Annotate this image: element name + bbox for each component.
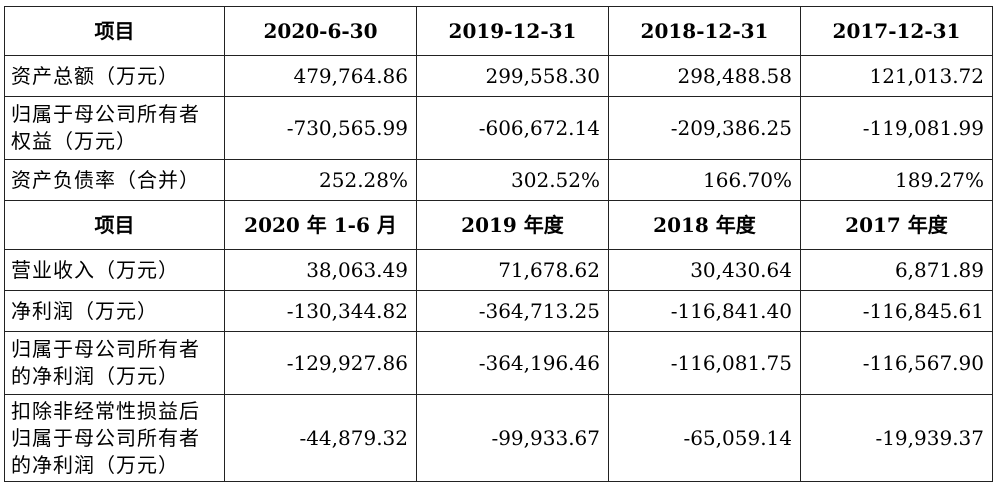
- value-cell: 299,558.30: [416, 55, 609, 97]
- header-cell: 2017-12-31: [800, 6, 993, 56]
- value-cell: 30,430.64: [608, 249, 801, 291]
- row-label: 归属于母公司所有者的净利润（万元）: [4, 331, 225, 395]
- value-cell: -119,081.99: [800, 96, 993, 160]
- value-cell: -44,879.32: [224, 394, 417, 482]
- header-cell: 2020 年 1-6 月: [224, 200, 417, 250]
- table-row: 资产负债率（合并） 252.28% 302.52% 166.70% 189.27…: [4, 159, 993, 201]
- table-row: 营业收入（万元） 38,063.49 71,678.62 30,430.64 6…: [4, 249, 993, 291]
- row-label: 扣除非经常性损益后归属于母公司所有者的净利润（万元）: [4, 394, 225, 482]
- header-cell: 2017 年度: [800, 200, 993, 250]
- table-header-row: 项目 2020-6-30 2019-12-31 2018-12-31 2017-…: [4, 6, 993, 56]
- value-cell: -209,386.25: [608, 96, 801, 160]
- row-label: 资产总额（万元）: [4, 55, 225, 97]
- header-cell: 项目: [4, 200, 225, 250]
- table-row: 扣除非经常性损益后归属于母公司所有者的净利润（万元） -44,879.32 -9…: [4, 394, 993, 482]
- value-cell: -364,196.46: [416, 331, 609, 395]
- table-row: 归属于母公司所有者权益（万元） -730,565.99 -606,672.14 …: [4, 96, 993, 160]
- value-cell: 298,488.58: [608, 55, 801, 97]
- header-cell: 2019-12-31: [416, 6, 609, 56]
- value-cell: -606,672.14: [416, 96, 609, 160]
- value-cell: -129,927.86: [224, 331, 417, 395]
- value-cell: -116,845.61: [800, 290, 993, 332]
- value-cell: -99,933.67: [416, 394, 609, 482]
- table-header-row: 项目 2020 年 1-6 月 2019 年度 2018 年度 2017 年度: [4, 200, 993, 250]
- row-label: 资产负债率（合并）: [4, 159, 225, 201]
- value-cell: 189.27%: [800, 159, 993, 201]
- row-label: 净利润（万元）: [4, 290, 225, 332]
- value-cell: 71,678.62: [416, 249, 609, 291]
- value-cell: -130,344.82: [224, 290, 417, 332]
- value-cell: -730,565.99: [224, 96, 417, 160]
- value-cell: -116,567.90: [800, 331, 993, 395]
- value-cell: 479,764.86: [224, 55, 417, 97]
- table-row: 归属于母公司所有者的净利润（万元） -129,927.86 -364,196.4…: [4, 331, 993, 395]
- value-cell: -19,939.37: [800, 394, 993, 482]
- value-cell: 6,871.89: [800, 249, 993, 291]
- value-cell: 252.28%: [224, 159, 417, 201]
- header-cell: 2018-12-31: [608, 6, 801, 56]
- value-cell: 166.70%: [608, 159, 801, 201]
- table-row: 净利润（万元） -130,344.82 -364,713.25 -116,841…: [4, 290, 993, 332]
- header-cell: 2019 年度: [416, 200, 609, 250]
- value-cell: 302.52%: [416, 159, 609, 201]
- header-cell: 项目: [4, 6, 225, 56]
- row-label: 营业收入（万元）: [4, 249, 225, 291]
- value-cell: 38,063.49: [224, 249, 417, 291]
- value-cell: -364,713.25: [416, 290, 609, 332]
- header-cell: 2018 年度: [608, 200, 801, 250]
- value-cell: -116,081.75: [608, 331, 801, 395]
- value-cell: 121,013.72: [800, 55, 993, 97]
- value-cell: -65,059.14: [608, 394, 801, 482]
- header-cell: 2020-6-30: [224, 6, 417, 56]
- table-row: 资产总额（万元） 479,764.86 299,558.30 298,488.5…: [4, 55, 993, 97]
- value-cell: -116,841.40: [608, 290, 801, 332]
- row-label: 归属于母公司所有者权益（万元）: [4, 96, 225, 160]
- financial-data-table: 项目 2020-6-30 2019-12-31 2018-12-31 2017-…: [4, 6, 993, 482]
